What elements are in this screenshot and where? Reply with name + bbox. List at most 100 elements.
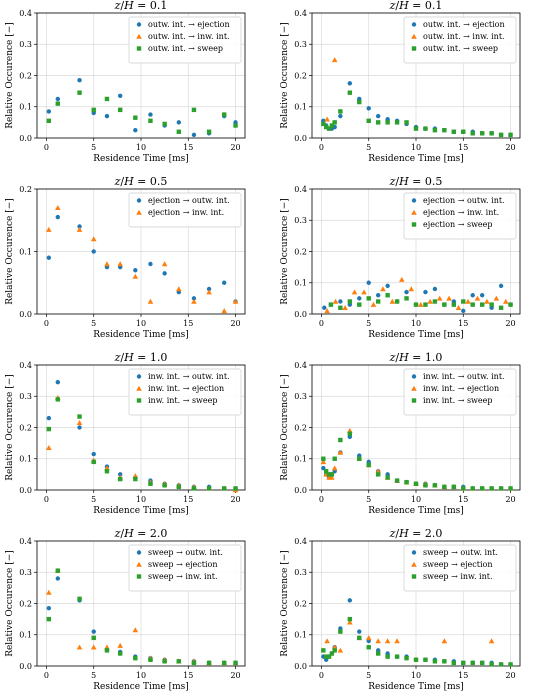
x-tick-label: 20: [230, 143, 240, 152]
data-point: [90, 644, 97, 650]
data-point: [91, 107, 96, 113]
data-point: [446, 295, 452, 301]
legend-label: sweep → outw. int.: [148, 548, 223, 557]
y-tick-label: 0.2: [294, 71, 307, 80]
data-point: [77, 596, 82, 602]
data-point: [337, 449, 344, 455]
y-tick-label: 0.2: [19, 599, 32, 608]
data-point: [46, 109, 52, 114]
legend-box: [403, 192, 517, 240]
legend: ejection → outw. int. ejection → inw. int…: [128, 192, 242, 228]
legend-marker: [136, 46, 142, 51]
x-tick-label: 0: [319, 671, 324, 680]
data-point: [385, 120, 390, 125]
data-point: [55, 96, 60, 102]
data-point: [46, 415, 52, 421]
y-tick-label: 0.1: [294, 631, 307, 640]
chart-panel-1: 0 5 10 15 20 0.0 0.1 0.2 0.3 0.4 Residence Time [m…: [5, 0, 246, 164]
x-axis-label: Residence Time [ms]: [368, 330, 464, 340]
y-tick-label: 0.1: [294, 455, 307, 464]
data-point: [332, 456, 337, 461]
data-point: [455, 304, 462, 310]
legend-marker: [136, 550, 142, 555]
y-tick-label: 0.2: [19, 185, 32, 194]
legend-label: ejection → outw. int.: [423, 196, 505, 205]
y-tick-label: 0.2: [294, 423, 307, 432]
data-point: [206, 660, 212, 666]
data-point: [132, 627, 139, 633]
y-tick-label: 0.2: [294, 247, 307, 256]
y-tick-label: 0.0: [19, 310, 32, 319]
x-axis-label: Residence Time [ms]: [93, 330, 189, 340]
legend-label: ejection → outw. int.: [148, 196, 230, 205]
data-point: [77, 90, 82, 95]
data-point: [342, 304, 348, 310]
y-tick-label: 0.3: [294, 216, 307, 225]
data-point: [413, 126, 419, 131]
data-point: [404, 289, 409, 295]
data-point: [321, 648, 326, 653]
y-tick-label: 0.4: [19, 361, 32, 370]
data-point: [320, 459, 327, 465]
data-point: [442, 659, 447, 664]
data-point: [375, 293, 381, 298]
data-point: [347, 299, 353, 304]
chart-title: z/H = 1.0: [389, 351, 443, 364]
legend-marker: [411, 398, 417, 403]
data-point: [161, 261, 168, 267]
legend-marker: [136, 374, 142, 379]
data-point: [337, 647, 344, 653]
data-point: [326, 472, 332, 477]
data-point: [326, 126, 332, 131]
data-point: [176, 659, 182, 664]
legend-box: [128, 16, 242, 64]
data-point: [191, 107, 197, 113]
data-point: [498, 662, 504, 667]
x-axis-label: Residence Time [ms]: [93, 154, 189, 164]
y-tick-label: 0.0: [19, 662, 32, 671]
x-tick-label: 5: [91, 495, 96, 504]
x-tick-label: 5: [91, 143, 96, 152]
y-tick-label: 0.2: [294, 599, 307, 608]
data-point: [347, 619, 353, 625]
data-point: [46, 605, 52, 611]
legend-label: outw. int. → ejection: [423, 20, 505, 29]
y-tick-label: 0.3: [19, 392, 32, 401]
data-point: [366, 462, 371, 468]
legend-marker: [411, 574, 417, 579]
data-point: [461, 308, 466, 314]
data-point: [76, 226, 83, 232]
legend-marker: [411, 46, 417, 51]
data-point: [423, 126, 428, 131]
legend-marker: [411, 222, 417, 227]
data-point: [117, 642, 123, 648]
data-point: [46, 616, 52, 622]
data-point: [104, 96, 110, 102]
x-tick-label: 20: [505, 671, 515, 680]
data-point: [479, 660, 485, 666]
chart-title: z/H = 2.0: [389, 527, 443, 540]
data-point: [222, 660, 227, 666]
data-point: [423, 657, 428, 662]
y-tick-label: 0.1: [294, 279, 307, 288]
legend-label: inw. int. → outw. int.: [423, 372, 505, 381]
data-point: [323, 654, 329, 659]
data-point: [498, 486, 504, 491]
data-point: [380, 286, 386, 292]
chart-panel-2: 0 5 10 15 20 0.0 0.1 0.2 0.3 0.4 Residence Time [m…: [280, 0, 521, 164]
legend-marker: [411, 33, 417, 39]
data-point: [118, 476, 123, 482]
data-point: [118, 107, 123, 113]
data-point: [423, 289, 428, 295]
data-point: [488, 638, 495, 644]
data-point: [133, 268, 138, 273]
data-point: [489, 662, 494, 667]
data-point: [347, 81, 353, 86]
chart-title: z/H = 0.5: [114, 175, 168, 188]
y-tick-label: 0.1: [19, 631, 32, 640]
data-point: [357, 456, 362, 461]
legend-label: outw. int. → inw. int.: [423, 32, 505, 41]
data-point: [90, 236, 97, 242]
legend-label: outw. int. → sweep: [423, 44, 498, 53]
x-tick-label: 15: [458, 319, 468, 328]
